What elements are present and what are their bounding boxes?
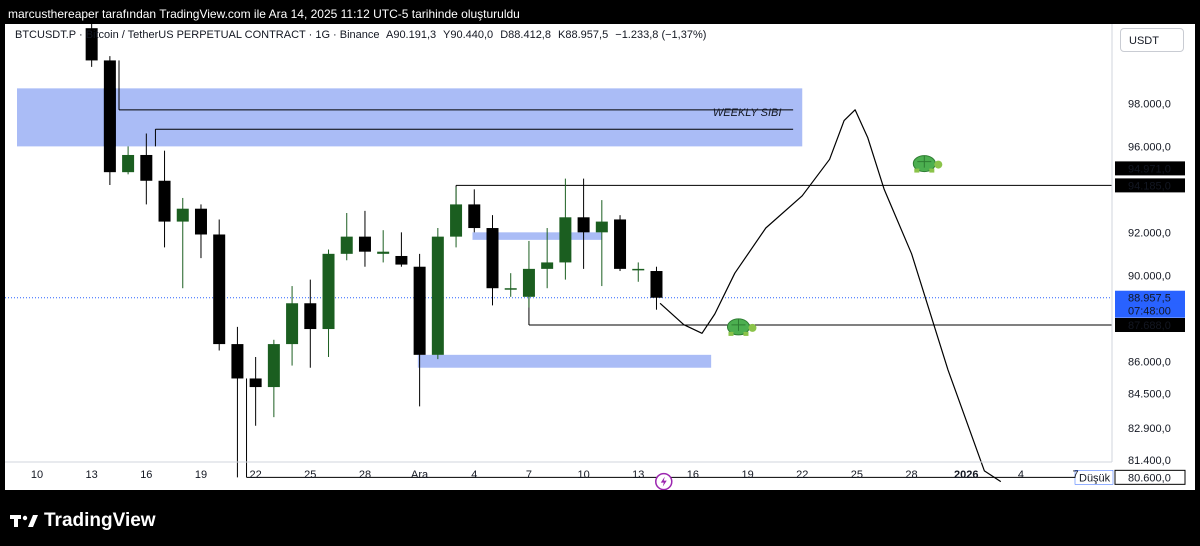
candle[interactable]: [85, 28, 98, 61]
candle[interactable]: [450, 204, 463, 237]
candle[interactable]: [322, 253, 335, 330]
price-label-bg: [1115, 178, 1185, 193]
candle[interactable]: [194, 208, 207, 235]
y-tick-label: 84.500,0: [1128, 389, 1171, 401]
close-value: K88.957,5: [558, 29, 609, 41]
candle[interactable]: [522, 268, 535, 297]
y-tick-label: 94.185,0: [1128, 180, 1171, 192]
x-tick-label: 7: [526, 469, 532, 481]
candle[interactable]: [431, 236, 444, 355]
candle[interactable]: [395, 255, 408, 265]
x-tick-label: 19: [195, 469, 207, 481]
price-label-bg: [1115, 303, 1185, 318]
price-label-bg: [1115, 290, 1185, 305]
x-tick-label: 25: [304, 469, 316, 481]
candle[interactable]: [249, 378, 262, 388]
candle[interactable]: [176, 208, 189, 222]
candle[interactable]: [413, 266, 426, 355]
candle[interactable]: [122, 154, 135, 173]
chart-frame[interactable]: WEEKLY SIBI 98.000,0 96.000,0 94.971,0 94.18…: [5, 24, 1195, 490]
x-tick-label: 13: [632, 469, 644, 481]
symbol-legend: BTCUSDT.P · Bitcoin / TetherUS PERPETUAL…: [15, 29, 710, 41]
turtle-icon: [912, 155, 943, 173]
candle[interactable]: [213, 234, 226, 345]
candle[interactable]: [340, 236, 353, 254]
candle[interactable]: [377, 251, 390, 254]
x-tick-label: 10: [577, 469, 589, 481]
symbol-label: BTCUSDT.P · Bitcoin / TetherUS PERPETUAL…: [15, 29, 380, 41]
y-tick-label: 07:48:00: [1128, 306, 1171, 318]
projection-path[interactable]: [659, 109, 1002, 483]
x-tick-label: 13: [86, 469, 98, 481]
tradingview-logo-icon: [10, 515, 38, 527]
lightning-glyph: [660, 476, 667, 487]
price-label-bg: [1115, 161, 1185, 176]
x-tick-label: 22: [796, 469, 808, 481]
candle[interactable]: [541, 262, 554, 269]
candle[interactable]: [103, 60, 116, 173]
low-tag-bg: [1074, 470, 1114, 485]
candle[interactable]: [614, 219, 627, 269]
y-tick-label: 96.000,0: [1128, 141, 1171, 153]
x-tick-label: 4: [1018, 469, 1024, 481]
low-tag-label: Düşük: [1079, 472, 1111, 484]
x-tick-label: 19: [741, 469, 753, 481]
y-tick-label: 88.957,5: [1128, 293, 1171, 305]
x-tick-label: 2026: [954, 469, 978, 481]
candle[interactable]: [468, 204, 481, 229]
candle[interactable]: [140, 154, 153, 181]
low-value: D88.412,8: [500, 29, 551, 41]
y-tick-label: 86.000,0: [1128, 356, 1171, 368]
y-tick-label: 82.900,0: [1128, 423, 1171, 435]
x-tick-label: Ara: [411, 469, 429, 481]
candle[interactable]: [231, 344, 244, 379]
logo-text: TradingView: [44, 510, 156, 531]
change-value: −1.233,8 (−1,37%): [615, 29, 707, 41]
attribution-text: marcusthereaper tarafından TradingView.c…: [8, 7, 520, 21]
high-value: Y90.440,0: [443, 29, 494, 41]
y-tick-label: 80.600,0: [1128, 472, 1171, 484]
currency-button[interactable]: USDT: [1120, 28, 1184, 52]
y-tick-label: 81.400,0: [1128, 455, 1171, 467]
candle[interactable]: [358, 236, 371, 252]
y-tick-label: 92.000,0: [1128, 227, 1171, 239]
x-tick-label: 4: [471, 469, 477, 481]
x-tick-label: 28: [905, 469, 917, 481]
candle[interactable]: [267, 344, 280, 388]
price-label-bg: [1114, 469, 1186, 485]
candle[interactable]: [286, 303, 299, 345]
weekly-sibi-zone[interactable]: [17, 88, 803, 147]
candle[interactable]: [595, 221, 608, 233]
x-tick-label: 7: [1072, 469, 1078, 481]
candle[interactable]: [504, 288, 517, 290]
candle[interactable]: [486, 228, 499, 289]
support-zone[interactable]: [417, 354, 712, 368]
turtle-icon: [726, 318, 757, 336]
y-tick-label: 87.688,0: [1128, 320, 1171, 332]
candle[interactable]: [650, 271, 663, 298]
x-tick-label: 25: [851, 469, 863, 481]
chart-canvas[interactable]: WEEKLY SIBI 98.000,0 96.000,0 94.971,0 94.18…: [5, 24, 1195, 490]
candle[interactable]: [158, 180, 171, 222]
x-tick-label: 16: [140, 469, 152, 481]
open-value: A90.191,3: [385, 29, 437, 41]
candle[interactable]: [304, 303, 317, 330]
y-tick-label: 90.000,0: [1128, 270, 1171, 282]
x-tick-label: 10: [31, 469, 43, 481]
price-label-bg: [1115, 318, 1185, 333]
x-tick-label: 22: [250, 469, 262, 481]
weekly-sibi-label: WEEKLY SIBI: [713, 107, 781, 119]
support-zone[interactable]: [472, 232, 602, 240]
x-tick-label: 16: [687, 469, 699, 481]
candle[interactable]: [632, 268, 645, 271]
candle[interactable]: [559, 217, 572, 263]
y-tick-label: 94.971,0: [1128, 163, 1171, 175]
y-tick-label: 98.000,0: [1128, 98, 1171, 110]
tradingview-logo: TradingView: [10, 510, 156, 532]
candle[interactable]: [577, 217, 590, 233]
x-tick-label: 28: [359, 469, 371, 481]
